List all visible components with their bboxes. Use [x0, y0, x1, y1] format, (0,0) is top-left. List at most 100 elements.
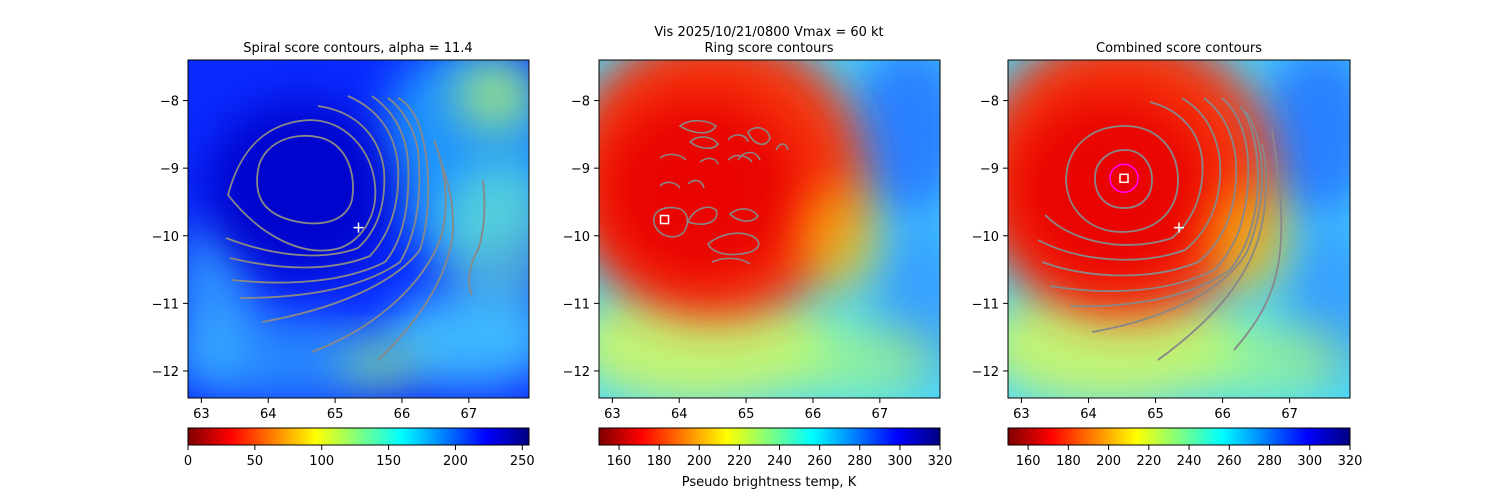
contour-line — [227, 119, 377, 252]
contour-line — [1065, 125, 1179, 233]
y-tick-label: −10 — [972, 230, 999, 245]
x-tick-label: 63 — [193, 407, 210, 422]
contour-line — [239, 97, 421, 299]
center-square-marker — [659, 214, 670, 225]
ring-field-blob — [599, 285, 830, 398]
spiral-contours — [225, 95, 486, 361]
combined-colorbar-ticks: 160 180 200 220 240 260 280 300 320 — [1016, 445, 1363, 469]
colorbar-tick-label: 200 — [687, 454, 712, 469]
center-plus-marker — [1174, 222, 1184, 233]
ring-axes-frame — [598, 59, 941, 399]
contour-line — [229, 95, 400, 269]
y-tick-label: −8 — [571, 95, 590, 110]
spiral-colorbar-ticks: 0 50 100 150 200 250 — [184, 445, 535, 469]
contour-line — [678, 119, 718, 134]
colorbar-tick-label: 150 — [376, 454, 401, 469]
contour-line — [261, 97, 430, 323]
contour-line — [1041, 97, 1238, 277]
contour-line — [468, 179, 486, 296]
spiral-field-blob — [205, 100, 395, 280]
y-tick-label: −11 — [972, 297, 999, 312]
combined-field-blob — [1010, 95, 1210, 285]
figure-suptitle: Vis 2025/10/21/0800 Vmax = 60 kt — [654, 25, 883, 40]
x-tick-label: 64 — [1080, 407, 1097, 422]
contour-line — [711, 143, 789, 265]
colorbar-tick-label: 100 — [309, 454, 334, 469]
x-tick-label: 67 — [872, 407, 889, 422]
colorbar-tick-label: 280 — [847, 454, 872, 469]
spiral-yticks: −8 −9 −10 −11 −12 — [152, 95, 188, 380]
y-tick-label: −8 — [980, 95, 999, 110]
y-tick-label: −10 — [563, 230, 590, 245]
y-tick-label: −12 — [152, 365, 179, 380]
ring-field-blob — [600, 95, 800, 285]
x-tick-label: 64 — [671, 407, 688, 422]
colorbar-tick-label: 260 — [1217, 454, 1242, 469]
y-tick-label: −8 — [160, 95, 179, 110]
combined-axes-frame — [1007, 59, 1351, 399]
panel-ring: Ring score contours — [563, 41, 953, 490]
combined-field-blob — [1008, 285, 1240, 398]
contour-line — [659, 179, 705, 189]
contour-line — [225, 105, 386, 257]
contour-line — [686, 206, 718, 225]
x-tick-label: 67 — [1281, 407, 1298, 422]
colorbar-tick-label: 240 — [767, 454, 792, 469]
contour-line — [1044, 101, 1204, 246]
colorbar-tick-label: 250 — [510, 454, 535, 469]
ring-colorbar-ticks: 160 180 200 220 240 260 280 300 320 — [607, 445, 952, 469]
y-tick-label: −11 — [152, 297, 179, 312]
x-tick-label: 64 — [260, 407, 277, 422]
y-tick-label: −10 — [152, 230, 179, 245]
contour-line — [1094, 149, 1153, 209]
contour-line — [1157, 143, 1267, 361]
contour-line — [256, 134, 354, 225]
colorbar-label: Pseudo brightness temp, K — [682, 475, 857, 490]
colorbar-tick-label: 320 — [1338, 454, 1363, 469]
spiral-colorbar — [187, 427, 530, 446]
contour-line — [1091, 111, 1263, 333]
y-tick-label: −12 — [563, 365, 590, 380]
contour-line — [1049, 97, 1250, 293]
spiral-field-blob — [455, 60, 529, 130]
y-tick-label: −9 — [980, 162, 999, 177]
colorbar-tick-label: 260 — [807, 454, 832, 469]
y-tick-label: −9 — [160, 162, 179, 177]
combined-xticks: 63 64 65 66 67 — [1013, 398, 1298, 422]
y-tick-label: −12 — [972, 365, 999, 380]
ring-contours — [653, 119, 789, 265]
x-tick-label: 67 — [461, 407, 478, 422]
spiral-field-blob — [440, 160, 529, 320]
center-square-marker — [1119, 173, 1129, 184]
ring-xticks: 63 64 65 66 67 — [604, 398, 888, 422]
x-tick-label: 65 — [1147, 407, 1164, 422]
ring-field-blob — [800, 185, 880, 295]
center-circle-marker — [1109, 163, 1139, 194]
contour-line — [728, 208, 760, 222]
colorbar-tick-label: 300 — [887, 454, 912, 469]
contour-line — [231, 95, 410, 284]
ring-yticks: −8 −9 −10 −11 −12 — [563, 95, 599, 380]
colorbar-tick-label: 220 — [1136, 454, 1161, 469]
center-plus-marker — [353, 222, 364, 233]
colorbar-tick-label: 200 — [1096, 454, 1121, 469]
x-tick-label: 65 — [738, 407, 755, 422]
panel-spiral: Spiral score contours, alpha = 11.4 — [152, 41, 535, 469]
spiral-axes-frame — [187, 59, 530, 399]
combined-yticks: −8 −9 −10 −11 −12 — [972, 95, 1008, 380]
contour-line — [311, 139, 447, 353]
colorbar-tick-label: 300 — [1297, 454, 1322, 469]
colorbar-tick-label: 180 — [1056, 454, 1081, 469]
colorbar-tick-label: 280 — [1257, 454, 1282, 469]
contour-line — [688, 134, 749, 150]
ring-field-blob — [850, 60, 940, 220]
ring-colorbar — [598, 427, 941, 446]
colorbar-tick-label: 160 — [607, 454, 632, 469]
colorbar-tick-label: 240 — [1177, 454, 1202, 469]
panel-title: Combined score contours — [1096, 41, 1262, 56]
contour-line — [377, 159, 454, 361]
colorbar-tick-label: 50 — [247, 454, 264, 469]
combined-contours — [1037, 97, 1283, 361]
contour-line — [1069, 105, 1259, 308]
